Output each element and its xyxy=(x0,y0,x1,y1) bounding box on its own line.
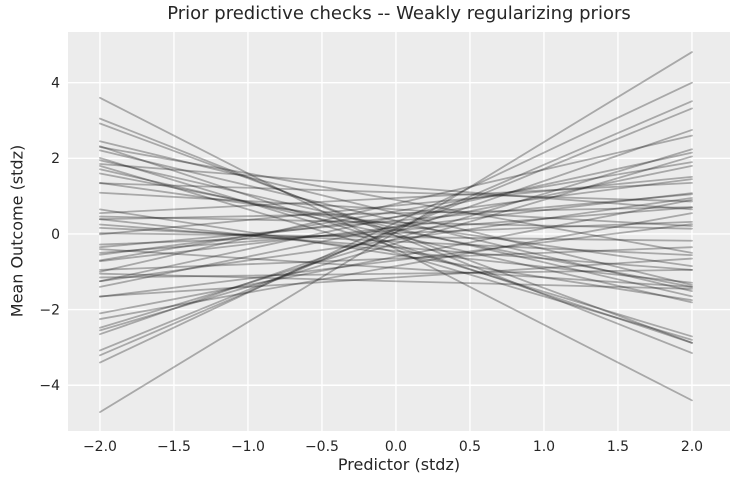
prior-line xyxy=(99,148,693,329)
prior-line xyxy=(99,51,693,413)
prior-line xyxy=(99,223,693,271)
prior-line xyxy=(99,268,693,279)
prior-line xyxy=(99,149,693,292)
y-tick-label: 0 xyxy=(51,227,60,243)
prior-line xyxy=(99,197,693,283)
prior-line xyxy=(99,192,693,263)
prior-line xyxy=(99,257,693,298)
prior-line xyxy=(99,248,693,288)
x-tick-label: 1.5 xyxy=(607,439,629,455)
prior-line xyxy=(99,218,693,284)
y-axis-label: Mean Outcome (stdz) xyxy=(7,144,27,318)
prior-line xyxy=(99,151,693,283)
prior-line xyxy=(99,246,693,271)
x-tick-label: 0.0 xyxy=(385,439,407,455)
prior-line xyxy=(99,157,693,338)
prior-line xyxy=(99,117,693,354)
prior-line xyxy=(99,164,693,288)
prior-line xyxy=(99,155,693,332)
prior-line xyxy=(99,206,693,221)
x-tick-label: −0.5 xyxy=(305,439,339,455)
y-tick-label: 2 xyxy=(51,151,60,167)
prior-line xyxy=(99,107,693,352)
prior-line xyxy=(99,220,693,246)
prior-line xyxy=(99,227,693,257)
prior-line xyxy=(99,100,693,357)
prior-line xyxy=(99,81,693,364)
prior-line xyxy=(99,199,693,315)
x-tick-label: −1.5 xyxy=(157,439,191,455)
x-tick-label: 1.0 xyxy=(533,439,555,455)
prior-line xyxy=(99,163,693,211)
chart-title: Prior predictive checks -- Weakly regula… xyxy=(167,3,631,24)
x-tick-label: −1.0 xyxy=(231,439,265,455)
prior-line xyxy=(99,172,693,288)
prior-line xyxy=(99,182,693,268)
prior-line xyxy=(99,134,693,273)
prior-line xyxy=(99,215,693,230)
prior-line xyxy=(99,168,693,304)
prior-line xyxy=(99,129,693,336)
prior-line xyxy=(99,159,693,298)
prior-line xyxy=(99,161,693,262)
prior-line xyxy=(99,182,693,215)
prior-line xyxy=(99,232,693,242)
x-axis-label: Predictor (stdz) xyxy=(337,455,461,474)
y-tick-label: −4 xyxy=(39,378,60,394)
prior-line xyxy=(99,206,693,254)
y-tick-label: 4 xyxy=(51,76,60,92)
prior-line xyxy=(99,182,693,203)
prior-line xyxy=(99,164,693,341)
x-tick-label: 2.0 xyxy=(681,439,703,455)
prior-line xyxy=(99,193,693,249)
prior-line xyxy=(99,122,693,344)
prior-line xyxy=(99,145,693,344)
x-tick-label: 0.5 xyxy=(459,439,481,455)
plot-background xyxy=(68,32,730,431)
prior-line xyxy=(99,178,693,256)
prior-line xyxy=(99,191,693,227)
prior-line xyxy=(99,208,693,302)
prior-line xyxy=(99,212,693,320)
prior-line xyxy=(99,140,693,286)
x-tick-label: −2.0 xyxy=(83,439,117,455)
prior-line xyxy=(99,175,693,236)
y-tick-label: −2 xyxy=(39,302,60,318)
prior-line xyxy=(99,96,693,402)
prior-line xyxy=(99,146,693,254)
prior-line xyxy=(99,223,693,298)
prior-line xyxy=(99,272,693,290)
